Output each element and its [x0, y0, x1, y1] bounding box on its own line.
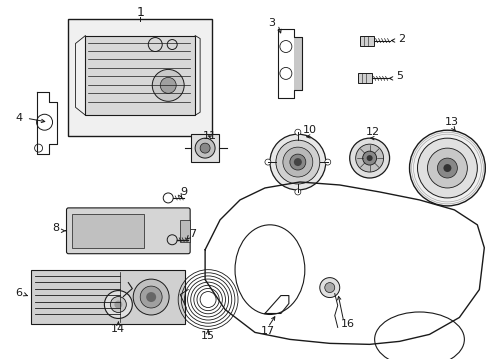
- Circle shape: [140, 286, 162, 308]
- Bar: [191, 134, 219, 162]
- Circle shape: [133, 279, 169, 315]
- FancyBboxPatch shape: [66, 208, 190, 254]
- Bar: [31, 270, 185, 324]
- Circle shape: [362, 151, 376, 165]
- Text: 6: 6: [15, 288, 22, 298]
- Bar: [72, 214, 144, 248]
- Text: 12: 12: [365, 127, 379, 137]
- Bar: [357, 73, 371, 84]
- Text: 16: 16: [340, 319, 354, 329]
- Circle shape: [366, 155, 372, 161]
- Circle shape: [417, 138, 476, 198]
- Circle shape: [289, 154, 305, 170]
- Text: 11: 11: [203, 131, 217, 141]
- Bar: [180, 220, 190, 242]
- Text: 13: 13: [444, 117, 457, 127]
- Circle shape: [275, 140, 319, 184]
- Text: 4: 4: [15, 113, 22, 123]
- Circle shape: [110, 297, 126, 312]
- Text: 8: 8: [52, 223, 59, 233]
- Bar: [293, 37, 301, 90]
- Text: 17: 17: [260, 327, 274, 336]
- Circle shape: [269, 134, 325, 190]
- Circle shape: [349, 138, 389, 178]
- Circle shape: [146, 292, 156, 302]
- Text: 5: 5: [395, 71, 402, 81]
- Circle shape: [195, 138, 215, 158]
- Circle shape: [104, 291, 132, 319]
- Text: 7: 7: [189, 229, 196, 239]
- Circle shape: [293, 158, 301, 166]
- Circle shape: [114, 301, 122, 309]
- Circle shape: [294, 129, 300, 135]
- Bar: [85, 36, 195, 115]
- Circle shape: [294, 189, 300, 195]
- Text: 15: 15: [201, 332, 215, 341]
- Bar: [359, 36, 373, 45]
- Circle shape: [324, 159, 330, 165]
- Text: 3: 3: [268, 18, 275, 28]
- Circle shape: [283, 147, 312, 177]
- Circle shape: [355, 144, 383, 172]
- Text: 1: 1: [136, 6, 144, 19]
- Text: 2: 2: [397, 33, 404, 44]
- Circle shape: [408, 130, 484, 206]
- Circle shape: [200, 143, 210, 153]
- Circle shape: [437, 158, 456, 178]
- Circle shape: [264, 159, 270, 165]
- Circle shape: [160, 77, 176, 93]
- Text: 14: 14: [111, 324, 125, 334]
- Circle shape: [427, 148, 467, 188]
- Text: 10: 10: [302, 125, 316, 135]
- Text: 9: 9: [180, 187, 187, 197]
- Circle shape: [319, 278, 339, 298]
- Circle shape: [152, 69, 184, 101]
- Bar: [67, 19, 212, 136]
- Circle shape: [324, 283, 334, 293]
- Circle shape: [443, 164, 450, 172]
